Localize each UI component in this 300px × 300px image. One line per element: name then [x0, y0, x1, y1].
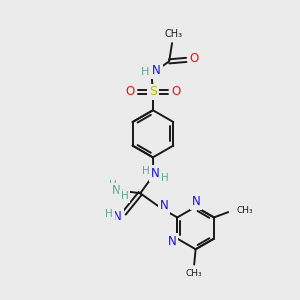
Text: CH₃: CH₃ — [164, 29, 182, 39]
Text: H: H — [142, 167, 150, 176]
Text: S: S — [149, 85, 157, 98]
Text: N: N — [112, 184, 121, 197]
Text: O: O — [125, 85, 134, 98]
Text: CH₃: CH₃ — [236, 206, 253, 215]
Text: H: H — [160, 173, 168, 183]
Text: N: N — [151, 167, 159, 180]
Text: O: O — [172, 85, 181, 98]
Text: H: H — [109, 180, 117, 190]
Text: N: N — [168, 235, 176, 248]
Text: N: N — [160, 199, 168, 212]
Text: N: N — [113, 210, 122, 223]
Text: H: H — [140, 67, 149, 77]
Text: N: N — [152, 64, 161, 77]
Text: CH₃: CH₃ — [186, 269, 202, 278]
Text: N: N — [192, 195, 201, 208]
Text: H: H — [121, 191, 128, 201]
Text: H: H — [106, 209, 113, 219]
Text: O: O — [190, 52, 199, 65]
